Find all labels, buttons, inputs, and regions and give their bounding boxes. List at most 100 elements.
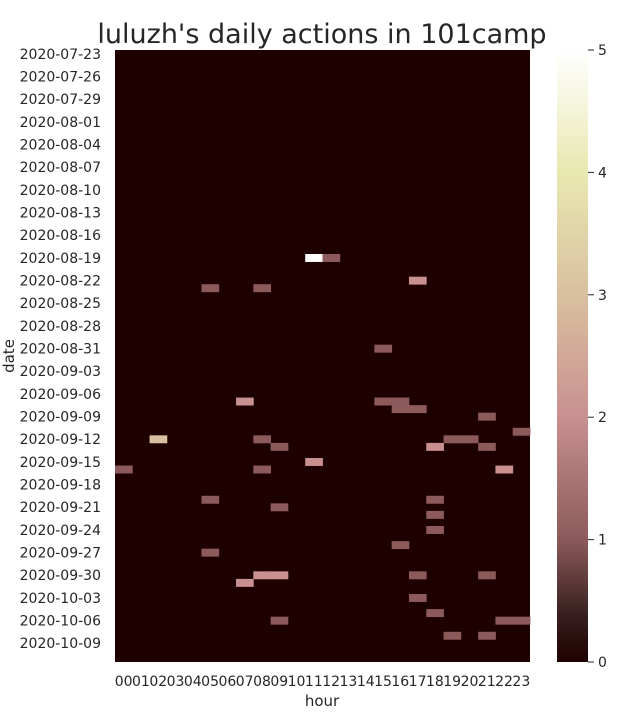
heatmap-cell	[391, 405, 410, 414]
heatmap-cell	[495, 465, 514, 474]
colorbar	[557, 50, 588, 662]
y-tick-label: 2020-07-29	[20, 92, 101, 108]
y-tick-label: 2020-08-19	[20, 251, 101, 267]
heatmap-cell	[391, 541, 410, 550]
y-tick-label: 2020-10-06	[20, 613, 101, 629]
x-tick-label: 17	[409, 674, 427, 690]
heatmap-cell	[374, 397, 393, 406]
heatmap-cell	[408, 405, 427, 414]
heatmap-cell	[460, 435, 479, 444]
x-tick-label: 00	[115, 674, 133, 690]
x-tick-label: 15	[374, 674, 392, 690]
heatmap-cells	[115, 254, 531, 640]
x-tick-label: 05	[201, 674, 219, 690]
heatmap-cell	[253, 465, 272, 474]
y-tick-label: 2020-08-01	[20, 115, 101, 131]
colorbar-tick-label: 2	[598, 410, 607, 426]
heatmap-cell	[408, 276, 427, 285]
heatmap-cell	[270, 571, 289, 580]
x-tick-label: 10	[288, 674, 306, 690]
heatmap-cell	[478, 571, 496, 580]
heatmap-cell	[443, 435, 462, 444]
x-tick-label: 08	[253, 674, 271, 690]
colorbar-tick-label: 4	[598, 165, 607, 181]
x-tick-label: 13	[340, 674, 358, 690]
x-tick-label: 02	[149, 674, 167, 690]
x-tick-label: 03	[167, 674, 185, 690]
heatmap-cell	[374, 344, 393, 353]
colorbar-tick-label: 0	[598, 655, 607, 671]
heatmap-cell	[322, 254, 341, 262]
heatmap-cell	[149, 435, 168, 444]
heatmap-cell	[478, 412, 496, 421]
y-tick-label: 2020-09-09	[20, 409, 101, 425]
y-tick-label: 2020-10-03	[20, 591, 101, 607]
colorbar-ticks: 0 1 2 3 4 5	[588, 43, 607, 671]
x-tick-label: 19	[443, 674, 461, 690]
y-tick-label: 2020-09-03	[20, 364, 101, 380]
heatmap-cell	[236, 397, 254, 406]
y-tick-label: 2020-09-06	[20, 387, 101, 403]
x-tick-label: 11	[305, 674, 323, 690]
x-tick-label: 22	[495, 674, 513, 690]
x-tick-label: 01	[132, 674, 150, 690]
heatmap-cell	[443, 631, 462, 640]
heatmap-cell	[253, 571, 272, 580]
x-tick-labels: 00 01 02 03 04 05 06 07 08 09 10 11 12 13 14 15 16 17 18 19…	[115, 674, 531, 690]
x-axis-label: hour	[305, 692, 340, 710]
x-tick-label: 06	[218, 674, 236, 690]
heatmap-cell	[478, 442, 496, 451]
heatmap-cell	[201, 495, 220, 504]
heatmap-cell	[305, 254, 323, 262]
heatmap-cell	[270, 442, 289, 451]
y-tick-label: 2020-08-10	[20, 183, 101, 199]
heatmap-cell	[426, 526, 444, 534]
y-tick-label: 2020-09-12	[20, 432, 101, 448]
x-tick-label: 14	[357, 674, 375, 690]
heatmap-cell	[478, 631, 496, 640]
heatmap-cell	[426, 495, 444, 504]
y-tick-label: 2020-08-25	[20, 296, 101, 312]
heatmap-cell	[270, 616, 289, 625]
x-tick-label: 23	[512, 674, 530, 690]
x-tick-label: 20	[461, 674, 479, 690]
x-tick-label: 16	[391, 674, 409, 690]
y-tick-label: 2020-09-24	[20, 523, 101, 539]
y-axis-label: date	[0, 339, 18, 373]
x-tick-label: 21	[478, 674, 496, 690]
y-tick-label: 2020-08-04	[20, 137, 101, 153]
heatmap-cell	[253, 435, 272, 444]
heatmap-cell	[495, 616, 514, 625]
heatmap-cell	[512, 427, 531, 436]
x-tick-label: 04	[184, 674, 202, 690]
heatmap-cell	[201, 548, 220, 557]
x-tick-label: 07	[236, 674, 254, 690]
heatmap-cell	[270, 503, 289, 512]
y-tick-label: 2020-09-18	[20, 477, 101, 493]
y-tick-label: 2020-10-09	[20, 636, 101, 652]
heatmap-cell	[391, 397, 410, 406]
heatmap-cell	[512, 616, 531, 625]
y-tick-label: 2020-09-15	[20, 455, 101, 471]
y-tick-label: 2020-09-27	[20, 545, 101, 561]
heatmap-background	[115, 50, 530, 662]
y-tick-label: 2020-08-07	[20, 160, 101, 176]
heatmap-cell	[426, 510, 444, 519]
heatmap-cell	[426, 442, 444, 451]
y-tick-label: 2020-08-13	[20, 205, 101, 221]
y-tick-label: 2020-09-30	[20, 568, 101, 584]
heatmap-cell	[426, 609, 444, 618]
y-tick-label: 2020-09-21	[20, 500, 101, 516]
heatmap-cell	[253, 284, 272, 293]
y-tick-label: 2020-07-23	[20, 47, 101, 63]
chart-title: luluzh's daily actions in 101camp	[97, 19, 546, 50]
heatmap-cell	[115, 465, 133, 474]
x-tick-label: 18	[426, 674, 444, 690]
x-tick-label: 12	[322, 674, 340, 690]
y-tick-labels: 2020-07-23 2020-07-26 2020-07-29 2020-08-01…	[20, 47, 101, 652]
colorbar-tick-label: 1	[598, 533, 607, 549]
colorbar-tick-label: 5	[598, 43, 607, 59]
colorbar-tick-label: 3	[598, 288, 607, 304]
heatmap-cell	[236, 578, 254, 587]
